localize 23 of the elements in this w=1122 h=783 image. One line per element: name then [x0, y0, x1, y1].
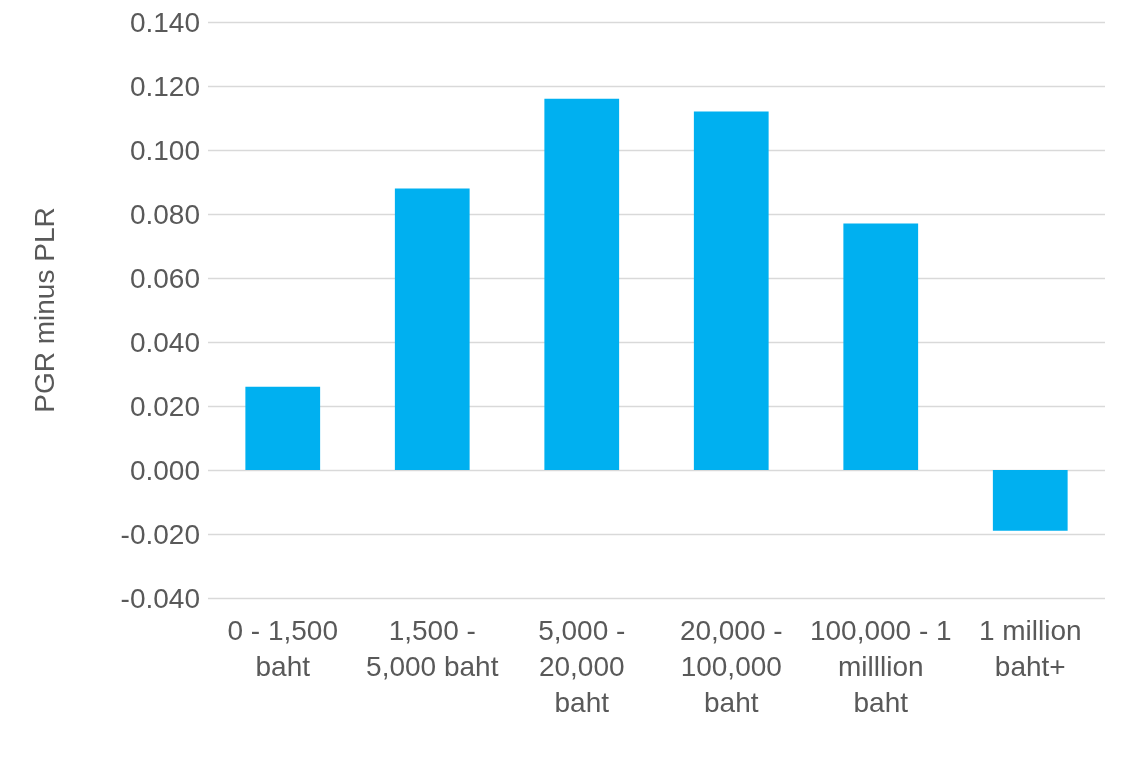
bar [843, 223, 919, 470]
x-tick-label: 100,000 - 1 milllion baht [809, 614, 952, 718]
bar [394, 188, 470, 470]
bar [992, 470, 1068, 531]
y-tick-label: 0.020 [129, 390, 200, 422]
y-tick-label: 0.080 [129, 198, 200, 230]
y-axis-title: PGR minus PLR [28, 207, 60, 413]
x-tick-label: 20,000 - 100,000 baht [679, 614, 783, 718]
x-tick-label: 0 - 1,500 baht [227, 614, 339, 682]
x-tick-label: 5,000 - 20,000 baht [538, 614, 626, 718]
bar [245, 386, 321, 470]
y-tick-label: 0.100 [129, 134, 200, 166]
x-tick-label: 1,500 - 5,000 baht [366, 614, 499, 682]
x-tick-label: 1 million baht+ [978, 614, 1082, 682]
y-tick-label: 0.140 [129, 6, 200, 38]
y-tick-label: -0.020 [120, 518, 200, 550]
bar [693, 111, 769, 470]
bar [544, 98, 620, 470]
y-tick-label: 0.040 [129, 326, 200, 358]
y-tick-label: 0.000 [129, 454, 200, 486]
y-tick-label: -0.040 [120, 582, 200, 614]
y-tick-label: 0.120 [129, 70, 200, 102]
y-tick-label: 0.060 [129, 262, 200, 294]
